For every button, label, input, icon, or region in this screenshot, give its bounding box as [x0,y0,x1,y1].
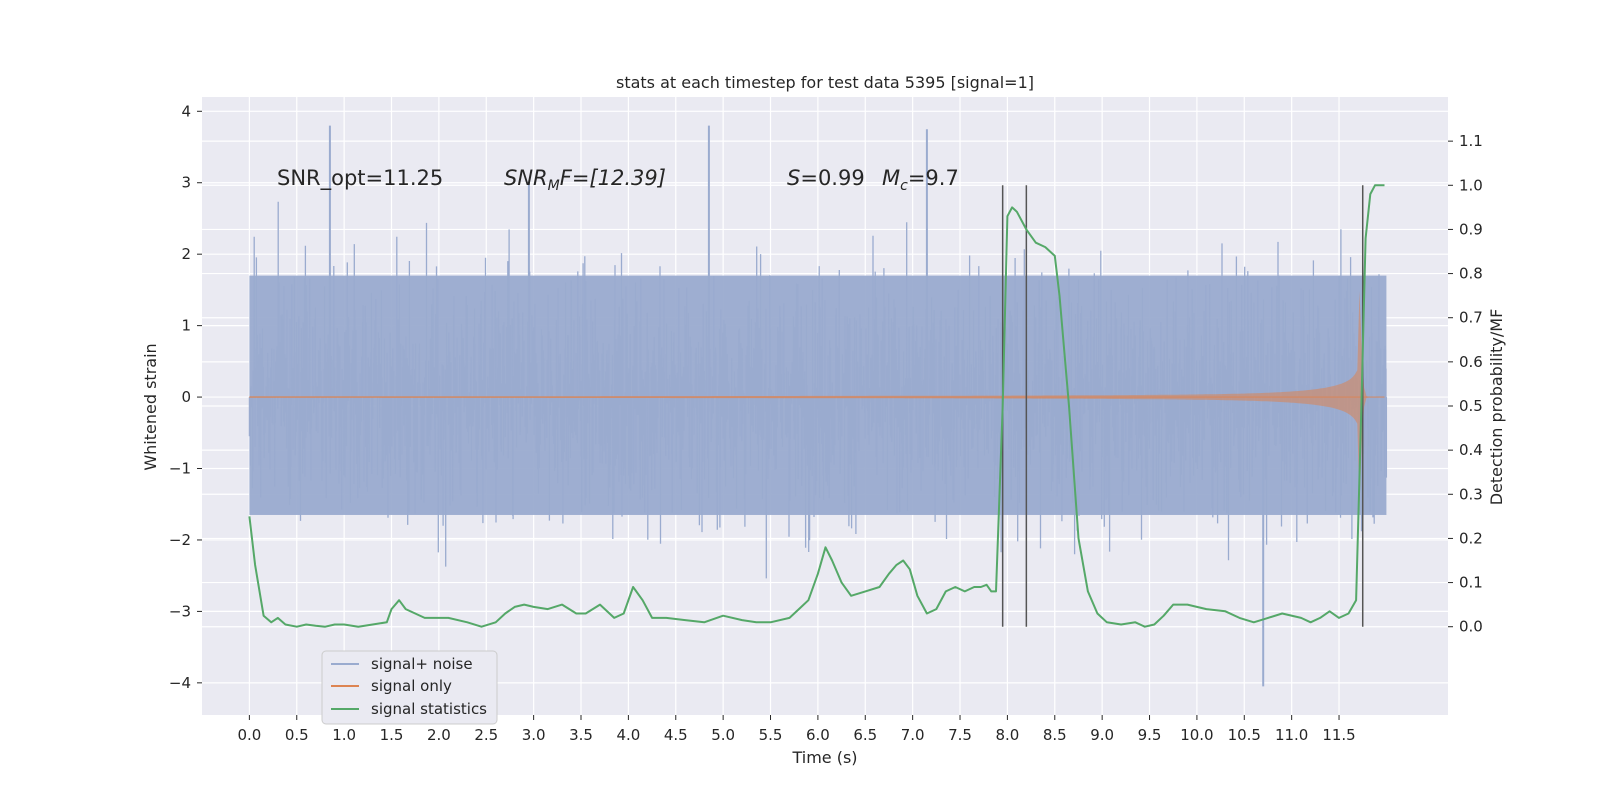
y-tick-label: −3 [169,602,191,620]
y2-tick-label: 0.8 [1459,265,1483,283]
x-tick-label: 5.5 [759,726,783,744]
noise-trace [248,201,1388,579]
legend-label-stats: signal statistics [371,700,487,718]
x-tick-label: 8.0 [995,726,1019,744]
y-tick-label: 0 [181,388,191,406]
y-tick-label: −2 [169,531,191,549]
y-tick-label: −4 [169,674,191,692]
y2-tick-label: 0.0 [1459,618,1483,636]
x-tick-label: 2.0 [427,726,451,744]
y2-tick-label: 0.1 [1459,574,1483,592]
annotation-snr-opt: SNR_opt=11.25 [277,166,443,191]
legend-label-noise: signal+ noise [371,655,473,673]
x-tick-label: 0.5 [285,726,309,744]
x-tick-label: 3.5 [569,726,593,744]
x-tick-label: 7.0 [901,726,925,744]
y2-axis-title: Detection probability/MF [1487,309,1506,506]
legend: signal+ noise signal only signal statist… [321,650,498,725]
y-tick-label: 3 [181,174,191,192]
x-tick-label: 6.5 [853,726,877,744]
x-tick-label: 4.5 [664,726,688,744]
y-tick-label: −1 [169,460,191,478]
annotation-mc: Mc=9.7 [882,166,959,194]
x-tick-label: 5.0 [711,726,735,744]
y2-tick-label: 1.0 [1459,176,1483,194]
x-tick-label: 1.0 [332,726,356,744]
x-tick-label: 9.0 [1090,726,1114,744]
y-tick-label: 2 [181,245,191,263]
x-tick-label: 6.0 [806,726,830,744]
y2-tick-label: 0.2 [1459,529,1483,547]
series-signal-only [249,291,1385,503]
x-tick-label: 0.0 [237,726,261,744]
series-signal-statistics [248,184,1385,628]
x-tick-label: 11.5 [1322,726,1355,744]
y2-tick-label: 1.1 [1459,132,1483,150]
y2-axis-ticks: 1.1 1.0 0.9 0.8 0.7 0.6 0.5 0.4 0.3 0.2 0.1 0.0 [1448,132,1483,636]
x-axis-ticks: 0.0 0.5 1.0 1.5 2.0 2.5 3.0 3.5 4.0 4.5 5.0 5.5 6.0 6… [237,715,1356,744]
y-axis-title: Whitened strain [141,343,160,470]
legend-label-signal: signal only [371,677,452,695]
x-tick-label: 1.5 [380,726,404,744]
y2-tick-label: 0.7 [1459,309,1483,327]
y2-tick-label: 0.4 [1459,441,1483,459]
y-tick-label: 1 [181,317,191,335]
y2-tick-label: 0.6 [1459,353,1483,371]
x-tick-label: 11.0 [1275,726,1308,744]
chart-title: stats at each timestep for test data 539… [616,73,1034,92]
x-tick-label: 8.5 [1043,726,1067,744]
x-tick-label: 3.0 [522,726,546,744]
x-tick-label: 4.0 [616,726,640,744]
x-tick-label: 10.5 [1228,726,1261,744]
y-tick-label: 4 [181,102,191,120]
y-axis-ticks: 4 3 2 1 0 −1 −2 −3 −4 [169,102,202,692]
y2-tick-label: 0.9 [1459,220,1483,238]
noise-peaks [328,125,1265,687]
y2-tick-label: 0.5 [1459,397,1483,415]
x-tick-label: 10.0 [1180,726,1213,744]
y2-tick-label: 0.3 [1459,485,1483,503]
x-tick-label: 7.5 [948,726,972,744]
legend-box [321,650,498,725]
annotation-s: S=0.99 [787,166,865,190]
x-tick-label: 2.5 [474,726,498,744]
annotation-snr-mf: SNRMF=[12.39] [504,166,666,194]
x-tick-label: 9.5 [1138,726,1162,744]
x-axis-title: Time (s) [791,748,857,767]
stats-line [248,184,1385,628]
